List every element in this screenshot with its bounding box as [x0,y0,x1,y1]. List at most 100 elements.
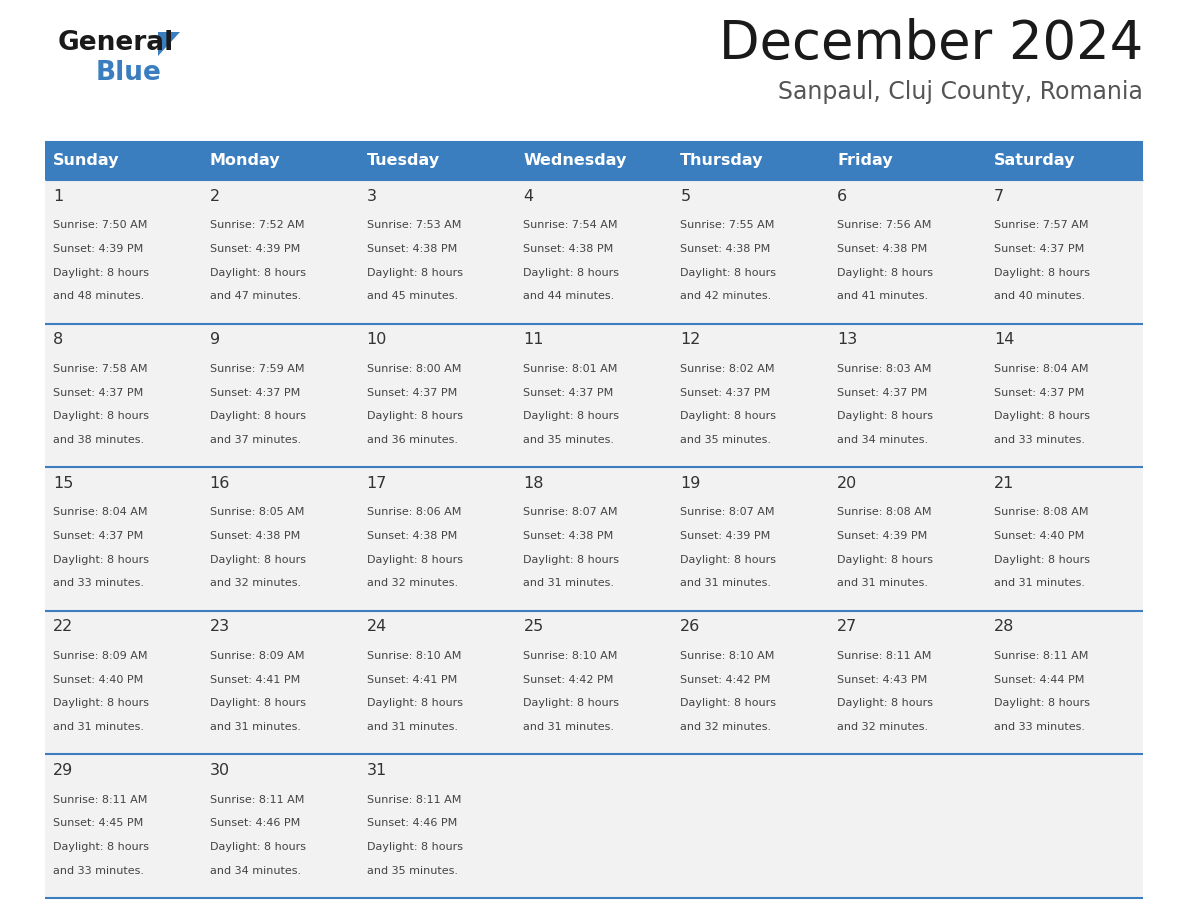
Text: and 44 minutes.: and 44 minutes. [524,291,614,301]
Text: Daylight: 8 hours: Daylight: 8 hours [994,554,1089,565]
Text: Sunset: 4:42 PM: Sunset: 4:42 PM [681,675,771,685]
Text: Sunset: 4:38 PM: Sunset: 4:38 PM [524,244,614,254]
Text: Daylight: 8 hours: Daylight: 8 hours [681,267,776,277]
Text: Sunrise: 7:54 AM: Sunrise: 7:54 AM [524,220,618,230]
Text: and 33 minutes.: and 33 minutes. [52,866,144,876]
Text: Daylight: 8 hours: Daylight: 8 hours [210,554,305,565]
Text: Sunset: 4:38 PM: Sunset: 4:38 PM [367,532,457,541]
Text: Sunrise: 8:05 AM: Sunrise: 8:05 AM [210,508,304,518]
Text: 7: 7 [994,188,1004,204]
Bar [202,180,359,324]
Text: 27: 27 [838,620,858,634]
Text: Sunrise: 8:08 AM: Sunrise: 8:08 AM [838,508,931,518]
Bar [359,610,516,755]
Text: and 37 minutes.: and 37 minutes. [210,435,301,445]
Text: Sunrise: 7:50 AM: Sunrise: 7:50 AM [52,220,147,230]
Text: Sunset: 4:39 PM: Sunset: 4:39 PM [52,244,143,254]
Bar [986,610,1143,755]
Text: Daylight: 8 hours: Daylight: 8 hours [367,411,462,421]
Text: Sunrise: 8:11 AM: Sunrise: 8:11 AM [838,651,931,661]
Text: Sunset: 4:39 PM: Sunset: 4:39 PM [681,532,771,541]
Text: Sunrise: 8:01 AM: Sunrise: 8:01 AM [524,364,618,374]
Text: 29: 29 [52,763,74,778]
Bar [672,467,829,610]
Text: Sunrise: 8:02 AM: Sunrise: 8:02 AM [681,364,775,374]
Bar [672,755,829,898]
Bar [986,467,1143,610]
Text: 5: 5 [681,188,690,204]
Text: and 31 minutes.: and 31 minutes. [994,578,1085,588]
Bar [516,610,672,755]
Text: Sunrise: 7:52 AM: Sunrise: 7:52 AM [210,220,304,230]
Text: Daylight: 8 hours: Daylight: 8 hours [838,554,933,565]
Text: Sunset: 4:38 PM: Sunset: 4:38 PM [838,244,928,254]
Text: 10: 10 [367,332,387,347]
Text: Daylight: 8 hours: Daylight: 8 hours [210,842,305,852]
Text: Sunset: 4:37 PM: Sunset: 4:37 PM [838,387,928,397]
Bar [829,142,986,180]
Text: and 32 minutes.: and 32 minutes. [367,578,457,588]
Text: Sunrise: 8:04 AM: Sunrise: 8:04 AM [52,508,147,518]
Text: Sunset: 4:41 PM: Sunset: 4:41 PM [367,675,457,685]
Text: Sunrise: 8:09 AM: Sunrise: 8:09 AM [52,651,147,661]
Text: and 35 minutes.: and 35 minutes. [681,435,771,445]
Text: Sunset: 4:37 PM: Sunset: 4:37 PM [367,387,457,397]
Text: Sunset: 4:37 PM: Sunset: 4:37 PM [994,387,1085,397]
Bar [202,467,359,610]
Text: and 33 minutes.: and 33 minutes. [52,578,144,588]
Text: and 31 minutes.: and 31 minutes. [210,722,301,732]
Text: 14: 14 [994,332,1015,347]
Text: 13: 13 [838,332,858,347]
Text: Sunset: 4:43 PM: Sunset: 4:43 PM [838,675,928,685]
Text: and 32 minutes.: and 32 minutes. [681,722,771,732]
Bar [672,180,829,324]
Text: 17: 17 [367,476,387,491]
Polygon shape [158,32,181,56]
Text: Sunrise: 8:10 AM: Sunrise: 8:10 AM [367,651,461,661]
Text: Daylight: 8 hours: Daylight: 8 hours [367,267,462,277]
Text: Sunrise: 8:09 AM: Sunrise: 8:09 AM [210,651,304,661]
Text: Sunset: 4:37 PM: Sunset: 4:37 PM [524,387,614,397]
Text: and 31 minutes.: and 31 minutes. [838,578,928,588]
Text: 4: 4 [524,188,533,204]
Bar [829,610,986,755]
Text: 18: 18 [524,476,544,491]
Text: 24: 24 [367,620,387,634]
Text: Sunset: 4:41 PM: Sunset: 4:41 PM [210,675,299,685]
Bar [45,142,202,180]
Bar [45,180,202,324]
Text: Daylight: 8 hours: Daylight: 8 hours [524,411,619,421]
Text: Sunrise: 7:56 AM: Sunrise: 7:56 AM [838,220,931,230]
Bar [202,610,359,755]
Text: Daylight: 8 hours: Daylight: 8 hours [52,554,148,565]
Bar [202,142,359,180]
Text: Daylight: 8 hours: Daylight: 8 hours [838,267,933,277]
Text: Sunrise: 8:07 AM: Sunrise: 8:07 AM [681,508,775,518]
Text: and 34 minutes.: and 34 minutes. [210,866,301,876]
Text: Sunrise: 8:04 AM: Sunrise: 8:04 AM [994,364,1088,374]
Bar [672,610,829,755]
Text: Sunrise: 8:06 AM: Sunrise: 8:06 AM [367,508,461,518]
Text: Sunrise: 8:00 AM: Sunrise: 8:00 AM [367,364,461,374]
Text: Daylight: 8 hours: Daylight: 8 hours [681,411,776,421]
Text: 21: 21 [994,476,1015,491]
Bar [986,180,1143,324]
Text: and 33 minutes.: and 33 minutes. [994,722,1085,732]
Text: Sunset: 4:39 PM: Sunset: 4:39 PM [838,532,928,541]
Bar [45,755,202,898]
Text: Daylight: 8 hours: Daylight: 8 hours [994,267,1089,277]
Bar [829,180,986,324]
Text: and 31 minutes.: and 31 minutes. [524,722,614,732]
Text: and 42 minutes.: and 42 minutes. [681,291,771,301]
Text: Sunrise: 8:10 AM: Sunrise: 8:10 AM [524,651,618,661]
Text: Daylight: 8 hours: Daylight: 8 hours [210,267,305,277]
Text: Sunrise: 7:57 AM: Sunrise: 7:57 AM [994,220,1088,230]
Text: Sunrise: 8:11 AM: Sunrise: 8:11 AM [52,795,147,804]
Text: and 35 minutes.: and 35 minutes. [524,435,614,445]
Text: Blue: Blue [96,60,162,86]
Text: Daylight: 8 hours: Daylight: 8 hours [210,411,305,421]
Text: Thursday: Thursday [681,153,764,169]
Text: Sunset: 4:40 PM: Sunset: 4:40 PM [994,532,1085,541]
Text: 20: 20 [838,476,858,491]
Bar [986,142,1143,180]
